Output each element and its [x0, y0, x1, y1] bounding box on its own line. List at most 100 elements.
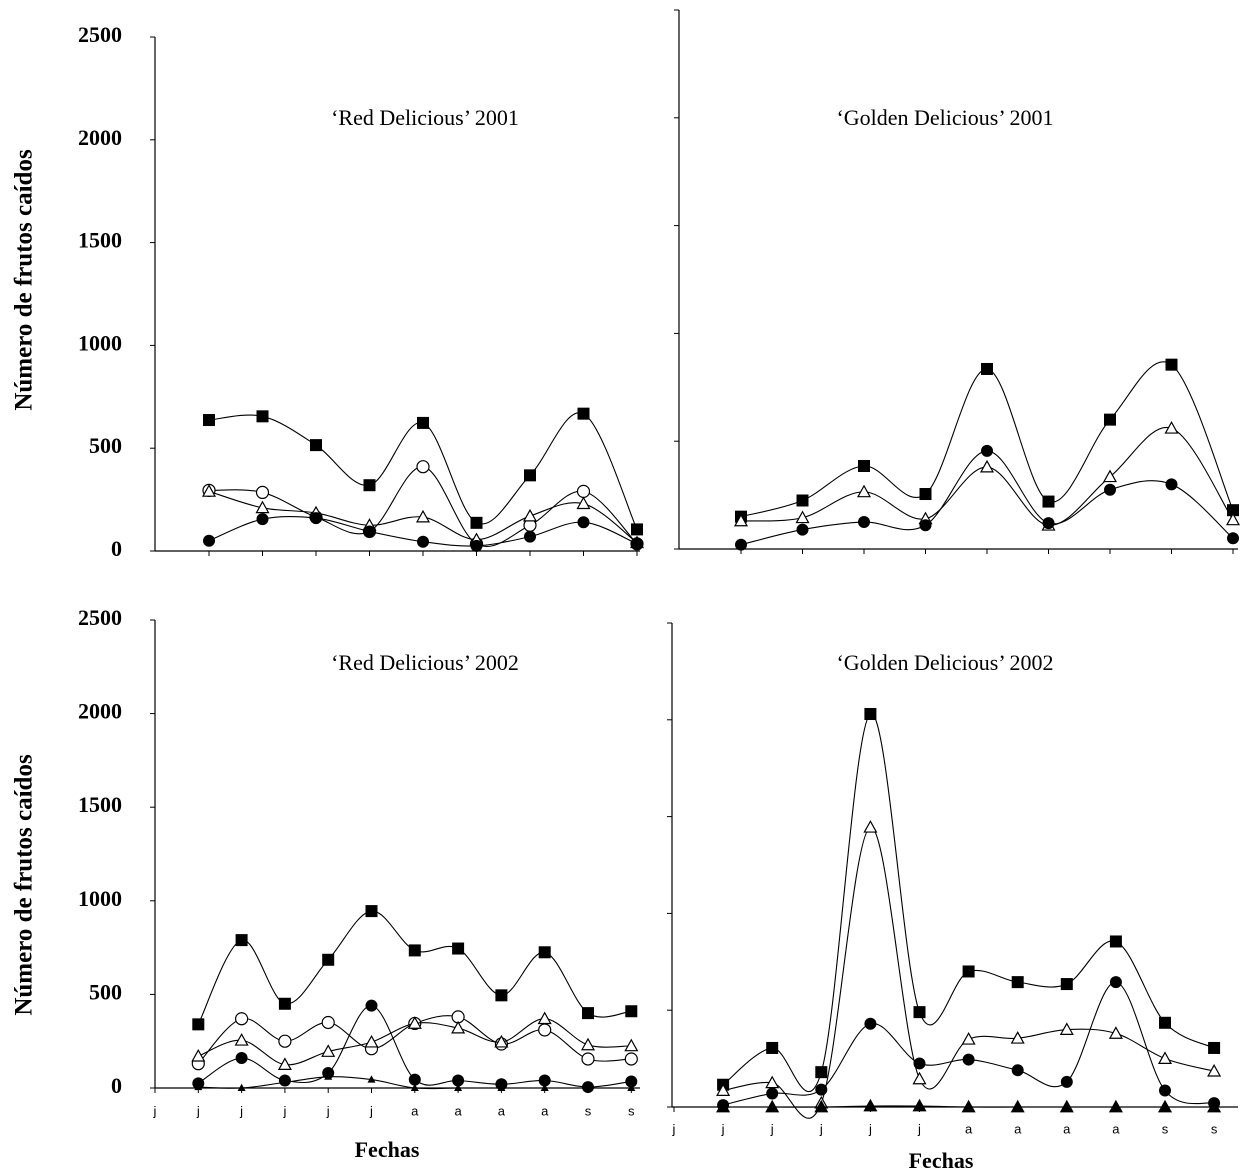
series-line	[197, 910, 632, 1025]
marker	[408, 944, 421, 957]
marker	[235, 934, 248, 947]
marker	[979, 459, 995, 473]
x-tick-label: a	[541, 1103, 549, 1118]
x-tick-label: s	[628, 1103, 635, 1118]
marker	[277, 1057, 292, 1071]
x-tick-label: j	[917, 1121, 921, 1136]
marker	[1059, 1022, 1074, 1035]
marker	[913, 1006, 926, 1019]
y-tick-label: 500	[89, 433, 122, 458]
marker	[981, 444, 993, 457]
marker	[624, 1038, 639, 1052]
marker	[540, 1083, 549, 1092]
marker	[363, 525, 376, 538]
marker	[255, 500, 270, 514]
marker	[417, 416, 429, 429]
x-tick-label: s	[1211, 1121, 1218, 1136]
marker	[324, 1072, 333, 1080]
marker	[522, 508, 538, 522]
marker	[278, 1034, 292, 1048]
marker	[524, 469, 536, 482]
panel-title: ‘Golden Delicious’ 2001	[836, 105, 1053, 130]
marker	[310, 512, 322, 525]
marker	[796, 523, 809, 536]
marker	[1042, 495, 1055, 508]
marker	[415, 509, 431, 523]
marker	[1011, 1064, 1024, 1077]
marker	[582, 1007, 594, 1020]
marker	[255, 485, 270, 500]
x-axis-label: Fechas	[355, 1137, 420, 1162]
x-tick-label: a	[1014, 1121, 1022, 1136]
marker	[278, 997, 291, 1010]
marker	[452, 1074, 465, 1087]
marker	[1159, 1084, 1171, 1097]
y-tick-label: 1000	[78, 886, 122, 911]
marker	[1165, 358, 1178, 371]
marker	[795, 510, 810, 524]
marker	[1208, 1041, 1221, 1054]
marker	[310, 439, 322, 452]
marker	[577, 516, 590, 529]
marker	[576, 484, 591, 498]
marker	[538, 946, 551, 959]
marker	[631, 523, 643, 536]
x-tick-label: j	[153, 1103, 157, 1118]
panel-title: ‘Red Delicious’ 2001	[331, 105, 519, 130]
marker	[766, 1087, 779, 1100]
marker	[580, 1037, 596, 1051]
marker	[962, 965, 975, 978]
marker	[1104, 483, 1116, 496]
x-tick-label: j	[196, 1103, 200, 1118]
marker	[864, 707, 877, 720]
marker	[524, 530, 536, 543]
x-tick-label: j	[239, 1103, 243, 1118]
marker	[203, 414, 215, 427]
x-tick-label: a	[965, 1121, 973, 1136]
marker	[497, 1083, 506, 1092]
marker	[1042, 517, 1055, 530]
marker	[321, 1015, 335, 1030]
marker	[470, 539, 483, 552]
marker	[631, 537, 643, 550]
marker	[1011, 976, 1024, 989]
marker	[256, 410, 269, 423]
marker	[733, 513, 749, 527]
marker	[235, 1052, 248, 1065]
x-tick-label: j	[868, 1121, 872, 1136]
marker	[627, 1083, 636, 1092]
x-tick-label: a	[498, 1103, 506, 1118]
marker	[864, 1017, 877, 1030]
marker	[863, 1098, 878, 1112]
marker	[1060, 978, 1073, 991]
marker	[365, 999, 378, 1012]
marker	[1109, 976, 1122, 989]
marker	[1159, 1016, 1171, 1029]
series-line	[208, 466, 638, 547]
y-tick-label: 2500	[78, 605, 122, 630]
x-tick-label: j	[770, 1121, 774, 1136]
x-tick-label: j	[721, 1121, 725, 1136]
marker	[961, 1099, 976, 1113]
marker	[1060, 1075, 1073, 1088]
marker	[576, 496, 591, 510]
marker	[234, 1033, 249, 1046]
marker	[365, 905, 378, 918]
x-tick-label: s	[585, 1103, 592, 1118]
marker	[452, 942, 465, 955]
marker	[235, 1012, 249, 1026]
y-tick-label: 2000	[78, 125, 122, 150]
marker	[1108, 1026, 1123, 1039]
x-tick-label: j	[672, 1121, 676, 1136]
marker	[1010, 1031, 1025, 1044]
y-axis-label: Número de frutos caídos	[11, 754, 38, 1016]
x-axis-label: Fechas	[909, 1148, 974, 1173]
marker	[624, 1052, 638, 1066]
marker	[1164, 421, 1179, 434]
marker	[364, 1034, 379, 1048]
marker	[367, 1075, 376, 1083]
panel-title: ‘Red Delicious’ 2002	[331, 650, 519, 675]
marker	[417, 535, 429, 548]
x-tick-label: a	[454, 1103, 462, 1118]
